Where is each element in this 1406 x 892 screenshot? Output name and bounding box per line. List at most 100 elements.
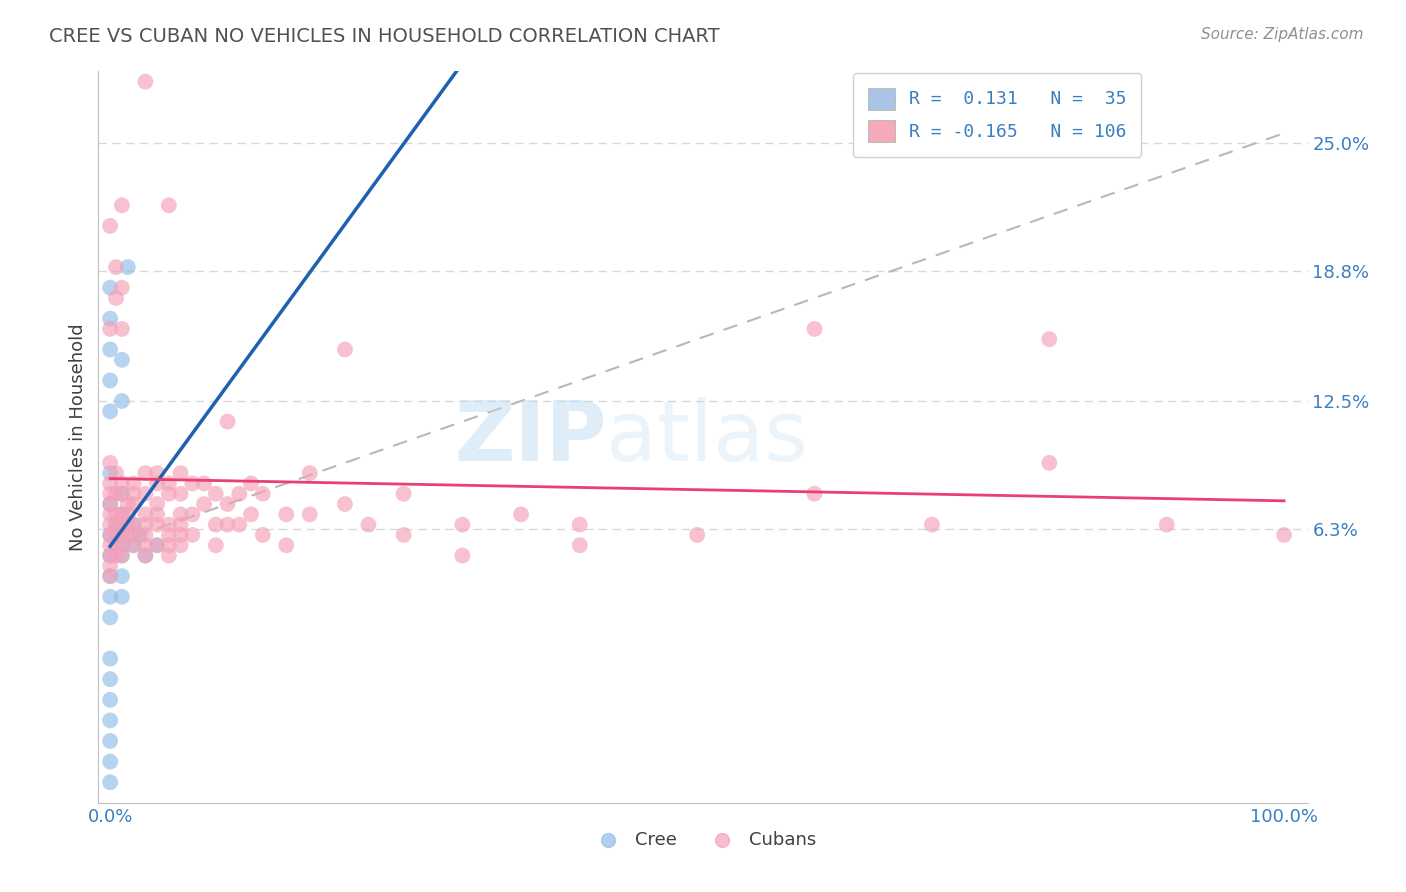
Point	[98, 590, 121, 604]
Point	[193, 497, 215, 511]
Point	[98, 373, 121, 387]
Point	[181, 476, 204, 491]
Point	[333, 497, 356, 511]
Point	[122, 528, 145, 542]
Point	[98, 456, 121, 470]
Point	[169, 508, 191, 522]
Point	[298, 466, 321, 480]
Point	[392, 528, 415, 542]
Point	[98, 569, 121, 583]
Point	[134, 508, 156, 522]
Point	[98, 343, 121, 357]
Point	[510, 508, 533, 522]
Point	[1038, 332, 1060, 346]
Point	[111, 549, 134, 563]
Point	[451, 517, 474, 532]
Point	[217, 497, 239, 511]
Point	[451, 549, 474, 563]
Point	[105, 291, 128, 305]
Point	[157, 487, 180, 501]
Point	[122, 517, 145, 532]
Point	[157, 538, 180, 552]
Point	[157, 549, 180, 563]
Point	[111, 322, 134, 336]
Point	[111, 569, 134, 583]
Point	[134, 528, 156, 542]
Point	[98, 466, 121, 480]
Point	[105, 260, 128, 274]
Point	[803, 487, 825, 501]
Point	[686, 528, 709, 542]
Point	[98, 528, 121, 542]
Point	[146, 476, 169, 491]
Point	[98, 672, 121, 686]
Point	[276, 538, 298, 552]
Point	[134, 538, 156, 552]
Point	[117, 528, 139, 542]
Point	[98, 755, 121, 769]
Point	[98, 281, 121, 295]
Point	[169, 487, 191, 501]
Point	[111, 281, 134, 295]
Point	[122, 497, 145, 511]
Point	[98, 497, 121, 511]
Point	[111, 508, 134, 522]
Point	[228, 487, 250, 501]
Point	[298, 508, 321, 522]
Point	[98, 558, 121, 573]
Text: Source: ZipAtlas.com: Source: ZipAtlas.com	[1201, 27, 1364, 42]
Point	[1038, 456, 1060, 470]
Point	[146, 517, 169, 532]
Point	[181, 508, 204, 522]
Point	[105, 508, 128, 522]
Point	[111, 198, 134, 212]
Point	[98, 476, 121, 491]
Point	[111, 394, 134, 409]
Point	[111, 487, 134, 501]
Point	[134, 549, 156, 563]
Point	[98, 775, 121, 789]
Point	[111, 549, 134, 563]
Point	[98, 693, 121, 707]
Point	[193, 476, 215, 491]
Point	[111, 487, 134, 501]
Point	[392, 487, 415, 501]
Point	[204, 538, 226, 552]
Point	[252, 528, 274, 542]
Point	[146, 497, 169, 511]
Point	[117, 497, 139, 511]
Point	[105, 487, 128, 501]
Point	[105, 466, 128, 480]
Text: CREE VS CUBAN NO VEHICLES IN HOUSEHOLD CORRELATION CHART: CREE VS CUBAN NO VEHICLES IN HOUSEHOLD C…	[49, 27, 720, 45]
Point	[122, 517, 145, 532]
Point	[169, 466, 191, 480]
Point	[122, 538, 145, 552]
Point	[157, 476, 180, 491]
Point	[204, 517, 226, 532]
Point	[169, 528, 191, 542]
Point	[146, 538, 169, 552]
Point	[157, 517, 180, 532]
Legend: Cree, Cubans: Cree, Cubans	[582, 823, 824, 856]
Point	[98, 497, 121, 511]
Point	[146, 538, 169, 552]
Point	[228, 517, 250, 532]
Point	[98, 528, 121, 542]
Point	[134, 75, 156, 89]
Point	[803, 322, 825, 336]
Point	[1156, 517, 1178, 532]
Point	[122, 487, 145, 501]
Point	[134, 517, 156, 532]
Point	[276, 508, 298, 522]
Point	[111, 508, 134, 522]
Point	[111, 476, 134, 491]
Point	[134, 487, 156, 501]
Point	[98, 219, 121, 233]
Point	[98, 404, 121, 418]
Point	[122, 54, 145, 68]
Point	[1272, 528, 1295, 542]
Point	[105, 54, 128, 68]
Point	[181, 528, 204, 542]
Point	[134, 466, 156, 480]
Point	[98, 569, 121, 583]
